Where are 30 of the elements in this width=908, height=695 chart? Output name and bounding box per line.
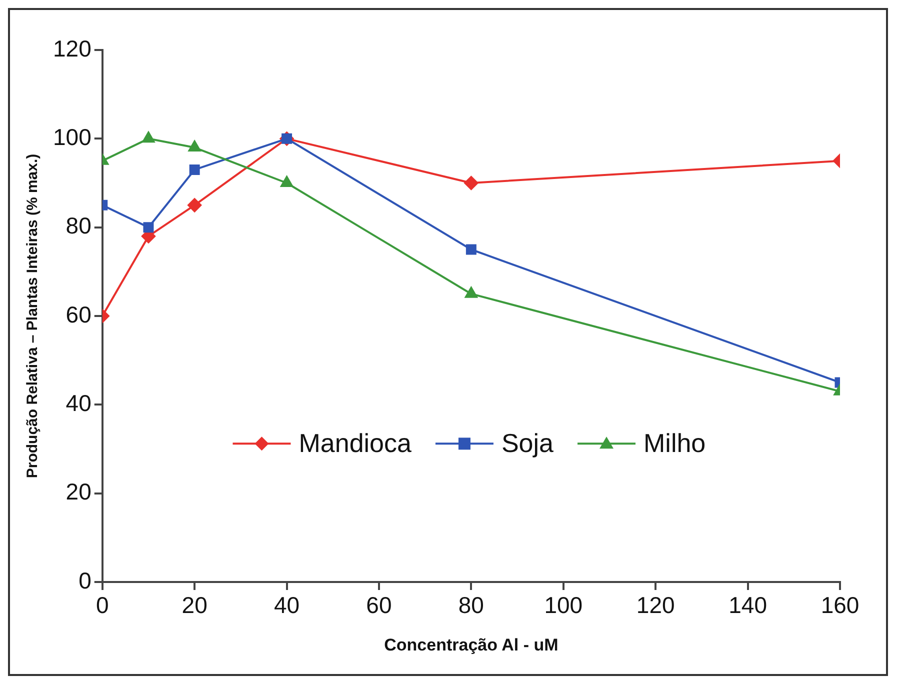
legend-label: Milho [644,428,706,458]
legend-label: Soja [501,428,554,458]
y-tick-label: 40 [66,390,92,416]
x-tick-label: 0 [96,592,109,618]
y-tick-label: 80 [66,212,92,239]
y-tick-label: 0 [78,567,92,594]
y-axis-title: Produção Relativa – Plantas Inteiras (% max.) [24,154,42,478]
y-tick-label: 120 [53,35,92,62]
point [142,132,155,143]
point [188,140,201,152]
point [189,164,200,175]
x-tick-label: 100 [544,592,583,618]
x-tick-label: 80 [458,592,484,618]
x-tick-label: 160 [820,592,860,618]
point [466,244,476,255]
point [188,198,202,212]
point [464,286,478,298]
legend-label: Mandioca [298,428,412,458]
x-axis-title: Concentração Al - uM [384,635,558,654]
y-tick-label: 60 [66,301,92,328]
point [280,176,293,187]
x-tick-label: 40 [274,592,300,618]
point [143,222,154,233]
x-tick-label: 120 [636,592,675,618]
y-tick-label: 100 [53,124,92,150]
y-tick-label: 20 [66,478,92,505]
point [464,176,478,190]
x-tick-label: 20 [182,592,208,618]
x-tick-label: 60 [366,592,392,618]
x-tick-label: 140 [728,592,767,618]
